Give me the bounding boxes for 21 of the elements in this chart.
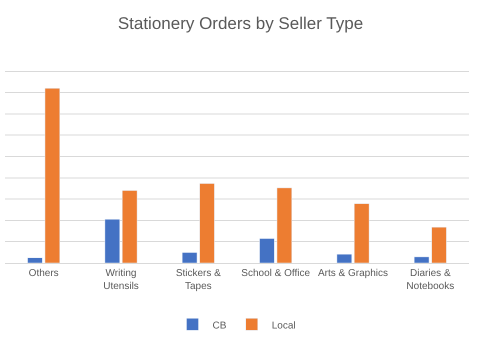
bar [414, 256, 430, 263]
bar [354, 203, 370, 263]
legend-label: CB [212, 320, 227, 332]
bar [27, 258, 43, 263]
x-tick-label: Writing Utensils [103, 268, 139, 292]
legend-label: Local [272, 320, 296, 332]
x-tick-label: Stickers & Tapes [176, 268, 222, 292]
x-tick-label: Arts & Graphics [318, 268, 388, 279]
bar [104, 219, 120, 263]
bar [431, 226, 447, 263]
bar [259, 238, 275, 263]
bar [199, 183, 215, 263]
x-tick-label: Diaries & Notebooks [406, 268, 454, 292]
bar [44, 88, 60, 263]
bar [336, 254, 352, 263]
bar [122, 190, 138, 263]
x-tick-label: Others [28, 268, 59, 279]
chart-title: Stationery Orders by Seller Type [118, 14, 364, 34]
bar [276, 188, 292, 263]
bar [182, 252, 198, 263]
x-tick-label: School & Office [241, 268, 310, 279]
